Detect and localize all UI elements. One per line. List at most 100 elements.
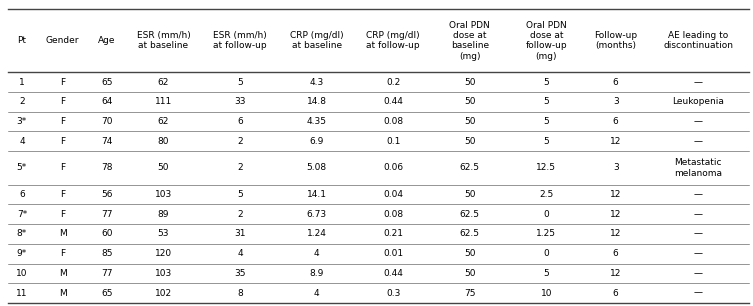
Text: 65: 65 xyxy=(102,289,113,298)
Text: Oral PDN
dose at
baseline
(mg): Oral PDN dose at baseline (mg) xyxy=(450,21,490,61)
Text: 6: 6 xyxy=(613,249,619,258)
Text: 12: 12 xyxy=(610,137,621,146)
Text: 6.9: 6.9 xyxy=(309,137,324,146)
Text: 6.73: 6.73 xyxy=(306,210,327,219)
Text: 5: 5 xyxy=(237,78,243,87)
Text: Metastatic
melanoma: Metastatic melanoma xyxy=(674,158,722,177)
Text: 6: 6 xyxy=(237,117,243,126)
Text: Follow-up
(months): Follow-up (months) xyxy=(594,31,637,50)
Text: 111: 111 xyxy=(155,97,172,106)
Text: 0.44: 0.44 xyxy=(383,269,403,278)
Text: 56: 56 xyxy=(102,190,113,199)
Text: 1: 1 xyxy=(19,78,25,87)
Text: 14.1: 14.1 xyxy=(306,190,327,199)
Text: 120: 120 xyxy=(155,249,172,258)
Text: 12: 12 xyxy=(610,269,621,278)
Text: 77: 77 xyxy=(102,210,113,219)
Text: 33: 33 xyxy=(234,97,245,106)
Text: 9*: 9* xyxy=(17,249,27,258)
Text: 5: 5 xyxy=(544,97,549,106)
Text: 4: 4 xyxy=(314,289,319,298)
Text: F: F xyxy=(60,78,65,87)
Text: 31: 31 xyxy=(234,230,245,238)
Text: 103: 103 xyxy=(155,190,172,199)
Text: 0.01: 0.01 xyxy=(383,249,404,258)
Text: 5: 5 xyxy=(237,190,243,199)
Text: F: F xyxy=(60,117,65,126)
Text: 50: 50 xyxy=(464,269,476,278)
Text: 4.3: 4.3 xyxy=(309,78,324,87)
Text: 50: 50 xyxy=(464,137,476,146)
Text: 4: 4 xyxy=(19,137,25,146)
Text: —: — xyxy=(694,230,703,238)
Text: 5: 5 xyxy=(544,117,549,126)
Text: Leukopenia: Leukopenia xyxy=(672,97,724,106)
Text: —: — xyxy=(694,269,703,278)
Text: 53: 53 xyxy=(158,230,169,238)
Text: Oral PDN
dose at
follow-up
(mg): Oral PDN dose at follow-up (mg) xyxy=(526,21,567,61)
Text: 8.9: 8.9 xyxy=(309,269,324,278)
Text: 3*: 3* xyxy=(17,117,27,126)
Text: 10: 10 xyxy=(16,269,28,278)
Text: 4: 4 xyxy=(314,249,319,258)
Text: 0: 0 xyxy=(544,249,549,258)
Text: 0.1: 0.1 xyxy=(386,137,401,146)
Text: 12: 12 xyxy=(610,190,621,199)
Text: 1.24: 1.24 xyxy=(306,230,327,238)
Text: 0.08: 0.08 xyxy=(383,210,404,219)
Text: 77: 77 xyxy=(102,269,113,278)
Text: 89: 89 xyxy=(158,210,169,219)
Text: 6: 6 xyxy=(613,78,619,87)
Text: 70: 70 xyxy=(102,117,113,126)
Text: 14.8: 14.8 xyxy=(306,97,327,106)
Text: CRP (mg/dl)
at follow-up: CRP (mg/dl) at follow-up xyxy=(367,31,420,50)
Text: 5: 5 xyxy=(544,269,549,278)
Text: 78: 78 xyxy=(102,163,113,172)
Text: 74: 74 xyxy=(102,137,113,146)
Text: 2: 2 xyxy=(19,97,25,106)
Text: —: — xyxy=(694,117,703,126)
Text: 6: 6 xyxy=(19,190,25,199)
Text: 12.5: 12.5 xyxy=(536,163,556,172)
Text: —: — xyxy=(694,78,703,87)
Text: Pt: Pt xyxy=(17,36,26,45)
Text: M: M xyxy=(59,289,66,298)
Text: F: F xyxy=(60,163,65,172)
Text: 0.08: 0.08 xyxy=(383,117,404,126)
Text: 2: 2 xyxy=(237,163,243,172)
Text: 0: 0 xyxy=(544,210,549,219)
Text: —: — xyxy=(694,249,703,258)
Text: 10: 10 xyxy=(541,289,552,298)
Text: 103: 103 xyxy=(155,269,172,278)
Text: 5.08: 5.08 xyxy=(306,163,327,172)
Text: 50: 50 xyxy=(464,249,476,258)
Text: 0.3: 0.3 xyxy=(386,289,401,298)
Text: Age: Age xyxy=(99,36,116,45)
Text: 2: 2 xyxy=(237,137,243,146)
Text: 0.04: 0.04 xyxy=(383,190,403,199)
Text: F: F xyxy=(60,210,65,219)
Text: 6: 6 xyxy=(613,289,619,298)
Text: 62.5: 62.5 xyxy=(460,210,480,219)
Text: AE leading to
discontinuation: AE leading to discontinuation xyxy=(663,31,733,50)
Text: 50: 50 xyxy=(158,163,169,172)
Text: —: — xyxy=(694,190,703,199)
Text: 65: 65 xyxy=(102,78,113,87)
Text: 35: 35 xyxy=(234,269,245,278)
Text: 1.25: 1.25 xyxy=(536,230,556,238)
Text: ESR (mm/h)
at baseline: ESR (mm/h) at baseline xyxy=(136,31,191,50)
Text: 8*: 8* xyxy=(17,230,27,238)
Text: 60: 60 xyxy=(102,230,113,238)
Text: 102: 102 xyxy=(155,289,172,298)
Text: 62: 62 xyxy=(158,117,169,126)
Text: M: M xyxy=(59,269,66,278)
Text: F: F xyxy=(60,97,65,106)
Text: 0.06: 0.06 xyxy=(383,163,404,172)
Text: —: — xyxy=(694,289,703,298)
Text: 0.2: 0.2 xyxy=(386,78,401,87)
Text: 7*: 7* xyxy=(17,210,27,219)
Text: M: M xyxy=(59,230,66,238)
Text: 3: 3 xyxy=(613,97,619,106)
Text: 0.44: 0.44 xyxy=(383,97,403,106)
Text: 12: 12 xyxy=(610,230,621,238)
